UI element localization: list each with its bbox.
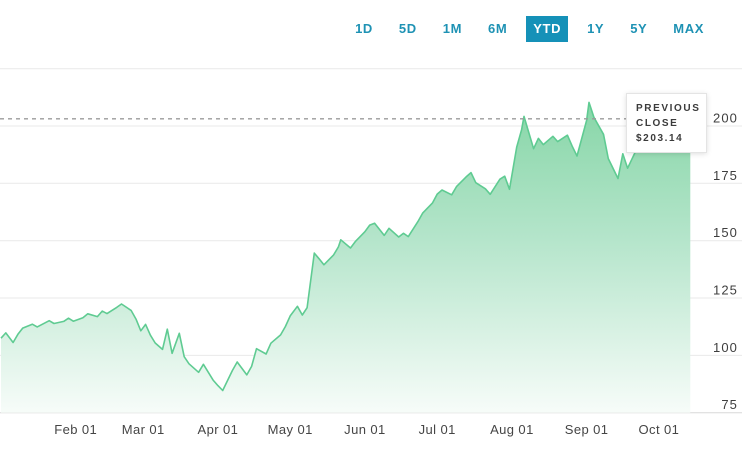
y-axis-label: 125 (713, 283, 738, 298)
previous-close-label: PREVIOUS CLOSE (636, 103, 701, 129)
range-button-1m[interactable]: 1M (436, 16, 469, 42)
y-axis-label: 100 (713, 340, 738, 355)
x-axis-label: Mar 01 (122, 422, 165, 437)
previous-close-tooltip: PREVIOUS CLOSE $203.14 (626, 93, 707, 153)
x-axis-label: Sep 01 (565, 422, 609, 437)
x-axis-label: Jun 01 (344, 422, 385, 437)
y-axis-label: 200 (713, 111, 738, 126)
range-button-1d[interactable]: 1D (348, 16, 380, 42)
x-axis-label: May 01 (268, 422, 313, 437)
range-button-max[interactable]: MAX (666, 16, 711, 42)
x-axis-label: Feb 01 (54, 422, 97, 437)
range-button-5y[interactable]: 5Y (623, 16, 654, 42)
previous-close-value: $203.14 (636, 133, 684, 144)
range-button-ytd[interactable]: YTD (526, 16, 569, 42)
y-axis-label: 175 (713, 168, 738, 183)
range-button-5d[interactable]: 5D (392, 16, 424, 42)
x-axis-label: Aug 01 (490, 422, 534, 437)
x-axis-label: Oct 01 (639, 422, 680, 437)
price-line (0, 101, 691, 392)
range-button-6m[interactable]: 6M (481, 16, 514, 42)
range-toolbar: 1D 5D 1M 6M YTD 1Y 5Y MAX (348, 16, 711, 42)
range-button-1y[interactable]: 1Y (580, 16, 611, 42)
y-axis-label: 150 (713, 225, 738, 240)
price-area-fill (1, 102, 691, 413)
x-axis-label: Jul 01 (419, 422, 456, 437)
x-axis-label: Apr 01 (198, 422, 239, 437)
y-axis-label: 75 (721, 397, 738, 412)
